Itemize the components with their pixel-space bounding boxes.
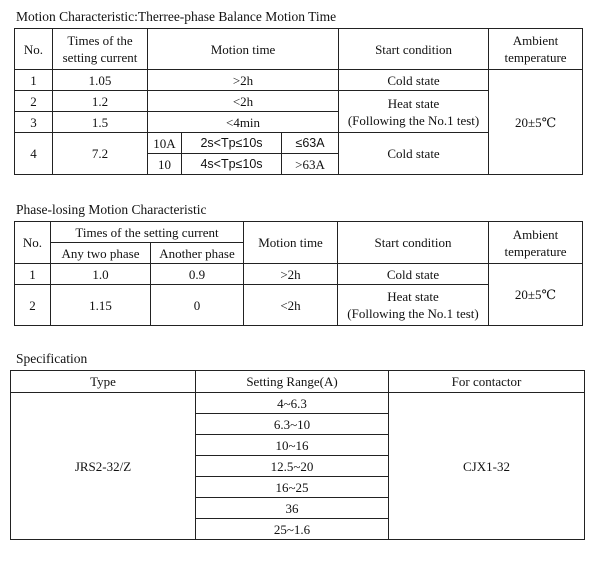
header-ambient-line1: Ambient	[512, 33, 559, 48]
sub-limit: ≤63A	[280, 132, 340, 154]
row-another: 0	[149, 284, 245, 326]
heat-state-label: Heat state	[387, 289, 439, 304]
row-start-condition: Cold state	[337, 263, 490, 285]
row-any-two: 1.0	[50, 263, 151, 285]
row-no: 3	[14, 111, 53, 133]
header-times: Times of the setting current	[49, 221, 245, 243]
row-start-condition: Cold state	[338, 132, 490, 175]
row-another: 0.9	[149, 263, 245, 285]
row-motion-time: <2h	[146, 90, 340, 112]
table-row: 10 4s<Tp≤10s >63A	[15, 153, 583, 175]
motion-caption: Motion Characteristic:Therree-phase Bala…	[16, 9, 337, 24]
row-times: 7.2	[52, 132, 148, 175]
table-row: JRS2-32/Z 4~6.3 CJX1-32	[10, 392, 585, 540]
table-row: 1 1.05 >2h Cold state 20±5℃	[14, 69, 584, 175]
table-row: 1 1.0 0.9 >2h Cold state 20±5℃	[14, 263, 584, 326]
header-ambient: Ambient temperature	[488, 221, 584, 264]
table-row: 2 1.15 0 <2h Heat state (Following the N…	[14, 284, 583, 326]
header-times: Times of the setting current	[52, 28, 148, 70]
spec-range: 25~1.6	[195, 518, 389, 540]
row-no: 1	[14, 263, 51, 285]
row-motion-time: >2h	[243, 263, 339, 285]
row-times: 1.05	[52, 69, 148, 91]
header-ambient-line2: temperature	[504, 243, 567, 259]
ambient-value: 20±5℃	[488, 263, 584, 326]
header-motion-time: Motion time	[243, 221, 339, 264]
spec-range: 36	[195, 497, 389, 519]
row-times: 1.5	[52, 111, 148, 133]
spec-range: 6.3~10	[195, 413, 389, 435]
table-row: 12.5~20	[11, 455, 585, 477]
row-times: 1.2	[52, 90, 148, 112]
row-motion-time: <2h	[243, 284, 339, 326]
heat-state-label: Heat state	[387, 95, 440, 111]
table-row: 25~1.6	[11, 518, 585, 540]
header-ambient-line2: temperature	[504, 50, 567, 65]
header-for-contactor: For contactor	[388, 370, 585, 393]
header-times-line1: Times of the	[67, 33, 133, 48]
row-any-two: 1.15	[50, 284, 151, 326]
row-start-condition: Cold state	[338, 69, 490, 91]
sub-tp-range: 4s<Tp≤10s	[181, 153, 282, 175]
row-no: 4	[14, 132, 53, 175]
row-no: 1	[14, 69, 53, 91]
row-motion-time: >2h	[146, 69, 340, 91]
spec-range: 4~6.3	[195, 392, 389, 414]
header-start-condition: Start condition	[338, 28, 490, 70]
header-setting-range: Setting Range(A)	[195, 370, 389, 393]
spec-type: JRS2-32/Z	[10, 392, 196, 540]
following-note: (Following the No.1 test)	[347, 112, 480, 128]
header-another-phase: Another phase	[149, 242, 245, 264]
motion-table: No. Times of the setting current Motion …	[14, 28, 584, 175]
specification-caption: Specification	[16, 351, 88, 366]
sub-current: 10A	[147, 132, 182, 154]
sub-current: 10	[147, 153, 182, 175]
spec-contactor: CJX1-32	[388, 392, 585, 540]
header-ambient: Ambient temperature	[488, 28, 584, 70]
header-start-condition: Start condition	[337, 221, 490, 264]
sub-tp-range: 2s<Tp≤10s	[181, 132, 282, 154]
heat-state-cell: Heat state (Following the No.1 test)	[338, 90, 490, 133]
phase-losing-table: No. Times of the setting current Motion …	[14, 221, 584, 326]
table-row: 36	[11, 497, 585, 519]
sub-limit: >63A	[280, 153, 340, 175]
row-start-condition: Heat state (Following the No.1 test)	[337, 284, 490, 326]
spec-range: 10~16	[195, 434, 389, 456]
specification-table: Type Setting Range(A) For contactor JRS2…	[10, 370, 585, 540]
header-type: Type	[10, 370, 196, 393]
header-no: No.	[14, 221, 51, 264]
table-row: 4 7.2 10A 2s<Tp≤10s ≤63A Cold state	[14, 132, 583, 175]
header-times-line2: setting current	[62, 50, 138, 65]
phase-losing-caption: Phase-losing Motion Characteristic	[16, 202, 207, 217]
row-no: 2	[14, 284, 51, 326]
following-note: (Following the No.1 test)	[347, 306, 479, 321]
header-any-two-phase: Any two phase	[50, 242, 151, 264]
row-motion-time: <4min	[146, 111, 340, 133]
ambient-value: 20±5℃	[488, 69, 584, 175]
spec-range: 12.5~20	[195, 455, 389, 477]
header-ambient-line1: Ambient	[512, 226, 559, 242]
header-motion-time: Motion time	[146, 28, 340, 70]
row-no: 2	[14, 90, 53, 112]
header-no: No.	[14, 28, 53, 70]
spec-range: 16~25	[195, 476, 389, 498]
